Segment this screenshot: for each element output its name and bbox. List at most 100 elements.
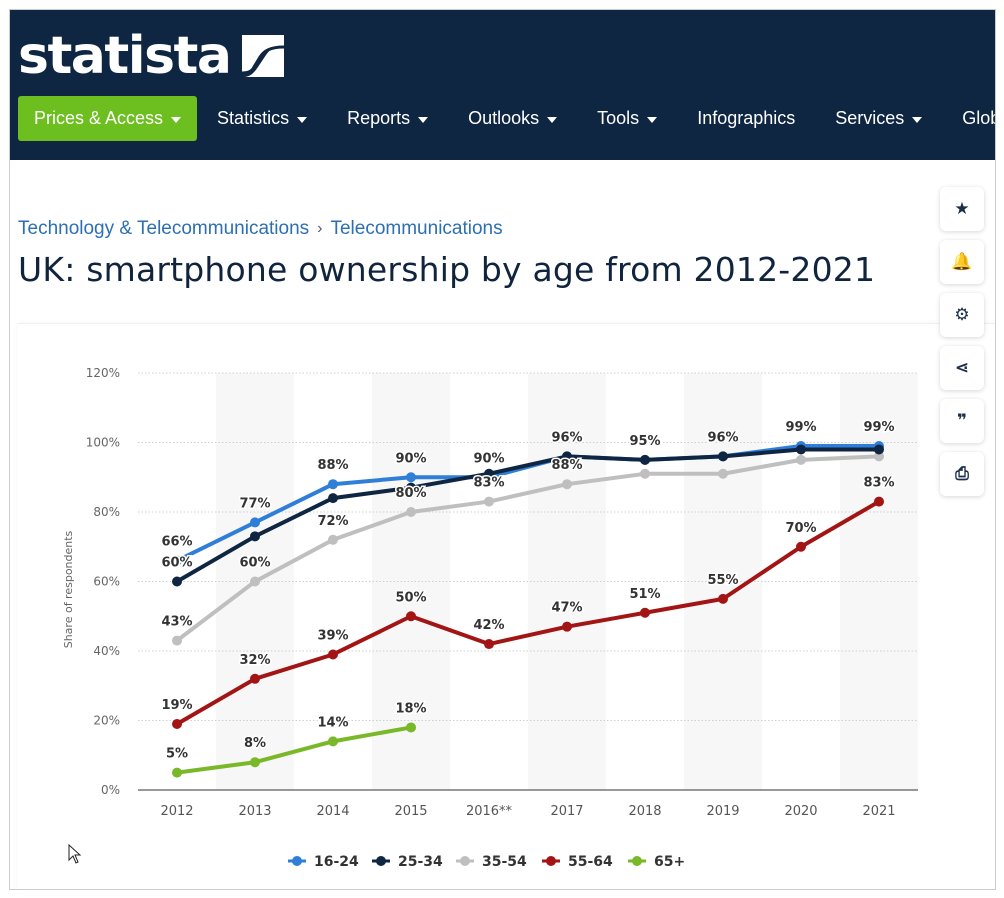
data-label-35-54: 43% [161,615,192,630]
logo-text: statista [18,26,232,86]
data-label-16-24: 96% [707,430,738,445]
nav-item-label: Reports [347,108,411,128]
data-point-25-34[interactable] [406,482,416,493]
legend-marker-16-24[interactable] [292,856,302,866]
legend-marker-65+[interactable] [632,856,642,866]
data-label-35-54: 80% [395,486,426,501]
legend-marker-35-54[interactable] [460,856,470,866]
legend-label-35-54[interactable]: 35-54 [482,854,527,870]
data-point-35-54[interactable] [718,468,728,479]
nav-item-label: Prices & Access [34,108,164,128]
site-header: statista Prices & Access Statistics Report… [10,10,995,160]
statista-logo-icon [242,35,285,77]
y-tick-label: 100% [86,436,120,450]
legend-label-55-64[interactable]: 55-64 [568,854,613,870]
nav-item-statistics[interactable]: Statistics [217,96,327,141]
data-point-35-54[interactable] [406,507,416,517]
caret-down-icon [297,116,308,123]
data-point-25-34[interactable] [640,454,650,465]
data-point-16-24[interactable] [328,479,338,490]
data-point-35-54[interactable] [328,534,338,545]
legend-label-16-24[interactable]: 16-24 [314,854,359,870]
main-nav: Prices & Access Statistics Reports Outlooks… [18,96,995,141]
browser-window: statista Prices & Access Statistics Report… [9,9,996,890]
chart-tools-panel: ★ 🔔 ⚙ ⋖ ❞ ⎙ [940,187,984,505]
breadcrumb-telecommunications-link[interactable]: Telecommunications [330,218,503,239]
caret-down-icon [547,116,558,123]
breadcrumb-technology-link[interactable]: Technology & Telecommunications [18,218,310,239]
data-point-16-24[interactable] [172,555,182,566]
data-point-25-34[interactable] [562,451,572,462]
print-button[interactable]: ⎙ [940,452,984,496]
nav-item-label: Services [835,108,905,128]
x-tick-label: 2016** [466,804,513,819]
data-point-65+[interactable] [328,736,338,747]
data-label-35-54: 83% [473,476,504,491]
legend-label-65+[interactable]: 65+ [654,854,685,870]
gear-button[interactable]: ⚙ [940,293,984,337]
data-label-65+: 18% [395,701,426,716]
y-tick-label: 20% [93,714,120,728]
data-point-35-54[interactable] [874,451,884,462]
data-label-55-64: 55% [707,573,738,588]
nav-item-global-s[interactable]: Global S [962,96,995,141]
data-label-16-24: 90% [473,451,504,466]
data-point-35-54[interactable] [562,479,572,490]
legend-marker-25-34[interactable] [376,856,386,866]
data-point-65+[interactable] [250,757,260,768]
bell-icon: 🔔 [951,252,973,272]
data-point-16-24[interactable] [406,472,416,483]
data-point-55-64[interactable] [406,611,416,622]
legend-marker-55-64[interactable] [546,856,556,866]
nav-item-tools[interactable]: Tools [597,96,677,141]
data-point-35-54[interactable] [250,576,260,587]
legend-label-25-34[interactable]: 25-34 [398,854,443,870]
x-tick-label: 2020 [784,804,817,819]
nav-item-infographics[interactable]: Infographics [697,96,815,141]
data-point-25-34[interactable] [796,444,806,455]
data-point-35-54[interactable] [172,635,182,646]
data-point-35-54[interactable] [640,468,650,479]
data-label-25-34: 60% [161,556,192,571]
nav-item-prices-access[interactable]: Prices & Access [18,96,198,141]
data-point-25-34[interactable] [484,468,494,479]
data-label-55-64: 47% [551,601,582,616]
data-point-55-64[interactable] [172,718,182,729]
data-point-55-64[interactable] [796,541,806,552]
data-point-35-54[interactable] [796,454,806,465]
share-button[interactable]: ⋖ [940,346,984,390]
data-point-65+[interactable] [406,722,416,733]
data-point-55-64[interactable] [562,621,572,632]
data-point-55-64[interactable] [484,639,494,650]
nav-item-label: Global S [962,108,995,128]
statista-logo[interactable]: statista [18,30,286,82]
star-button[interactable]: ★ [940,187,984,231]
nav-item-outlooks[interactable]: Outlooks [468,96,577,141]
data-label-55-64: 83% [863,476,894,491]
quote-button[interactable]: ❞ [940,399,984,443]
data-point-35-54[interactable] [484,496,494,507]
chart-card: 0% 20% 40% 60% 80% 100% 120% 2012 2013 2014 2015 20… [18,323,995,889]
x-tick-label: 2017 [550,804,583,819]
data-point-25-34[interactable] [172,576,182,587]
data-point-55-64[interactable] [328,649,338,660]
data-point-65+[interactable] [172,767,182,778]
data-point-25-34[interactable] [874,444,884,455]
y-tick-label: 40% [93,644,120,658]
data-point-25-34[interactable] [250,531,260,542]
nav-item-reports[interactable]: Reports [347,96,448,141]
data-point-25-34[interactable] [328,493,338,504]
data-point-55-64[interactable] [640,607,650,618]
nav-item-services[interactable]: Services [835,96,942,141]
data-label-55-64: 39% [317,628,348,643]
data-point-55-64[interactable] [250,673,260,684]
bell-button[interactable]: 🔔 [940,240,984,284]
data-point-25-34[interactable] [718,451,728,462]
x-tick-label: 2021 [862,804,895,819]
data-point-55-64[interactable] [874,496,884,507]
data-label-16-24: 99% [863,420,894,435]
data-label-55-64: 50% [395,590,426,605]
series-line-25-34 [175,447,879,584]
data-point-55-64[interactable] [718,593,728,604]
data-point-16-24[interactable] [250,517,260,528]
